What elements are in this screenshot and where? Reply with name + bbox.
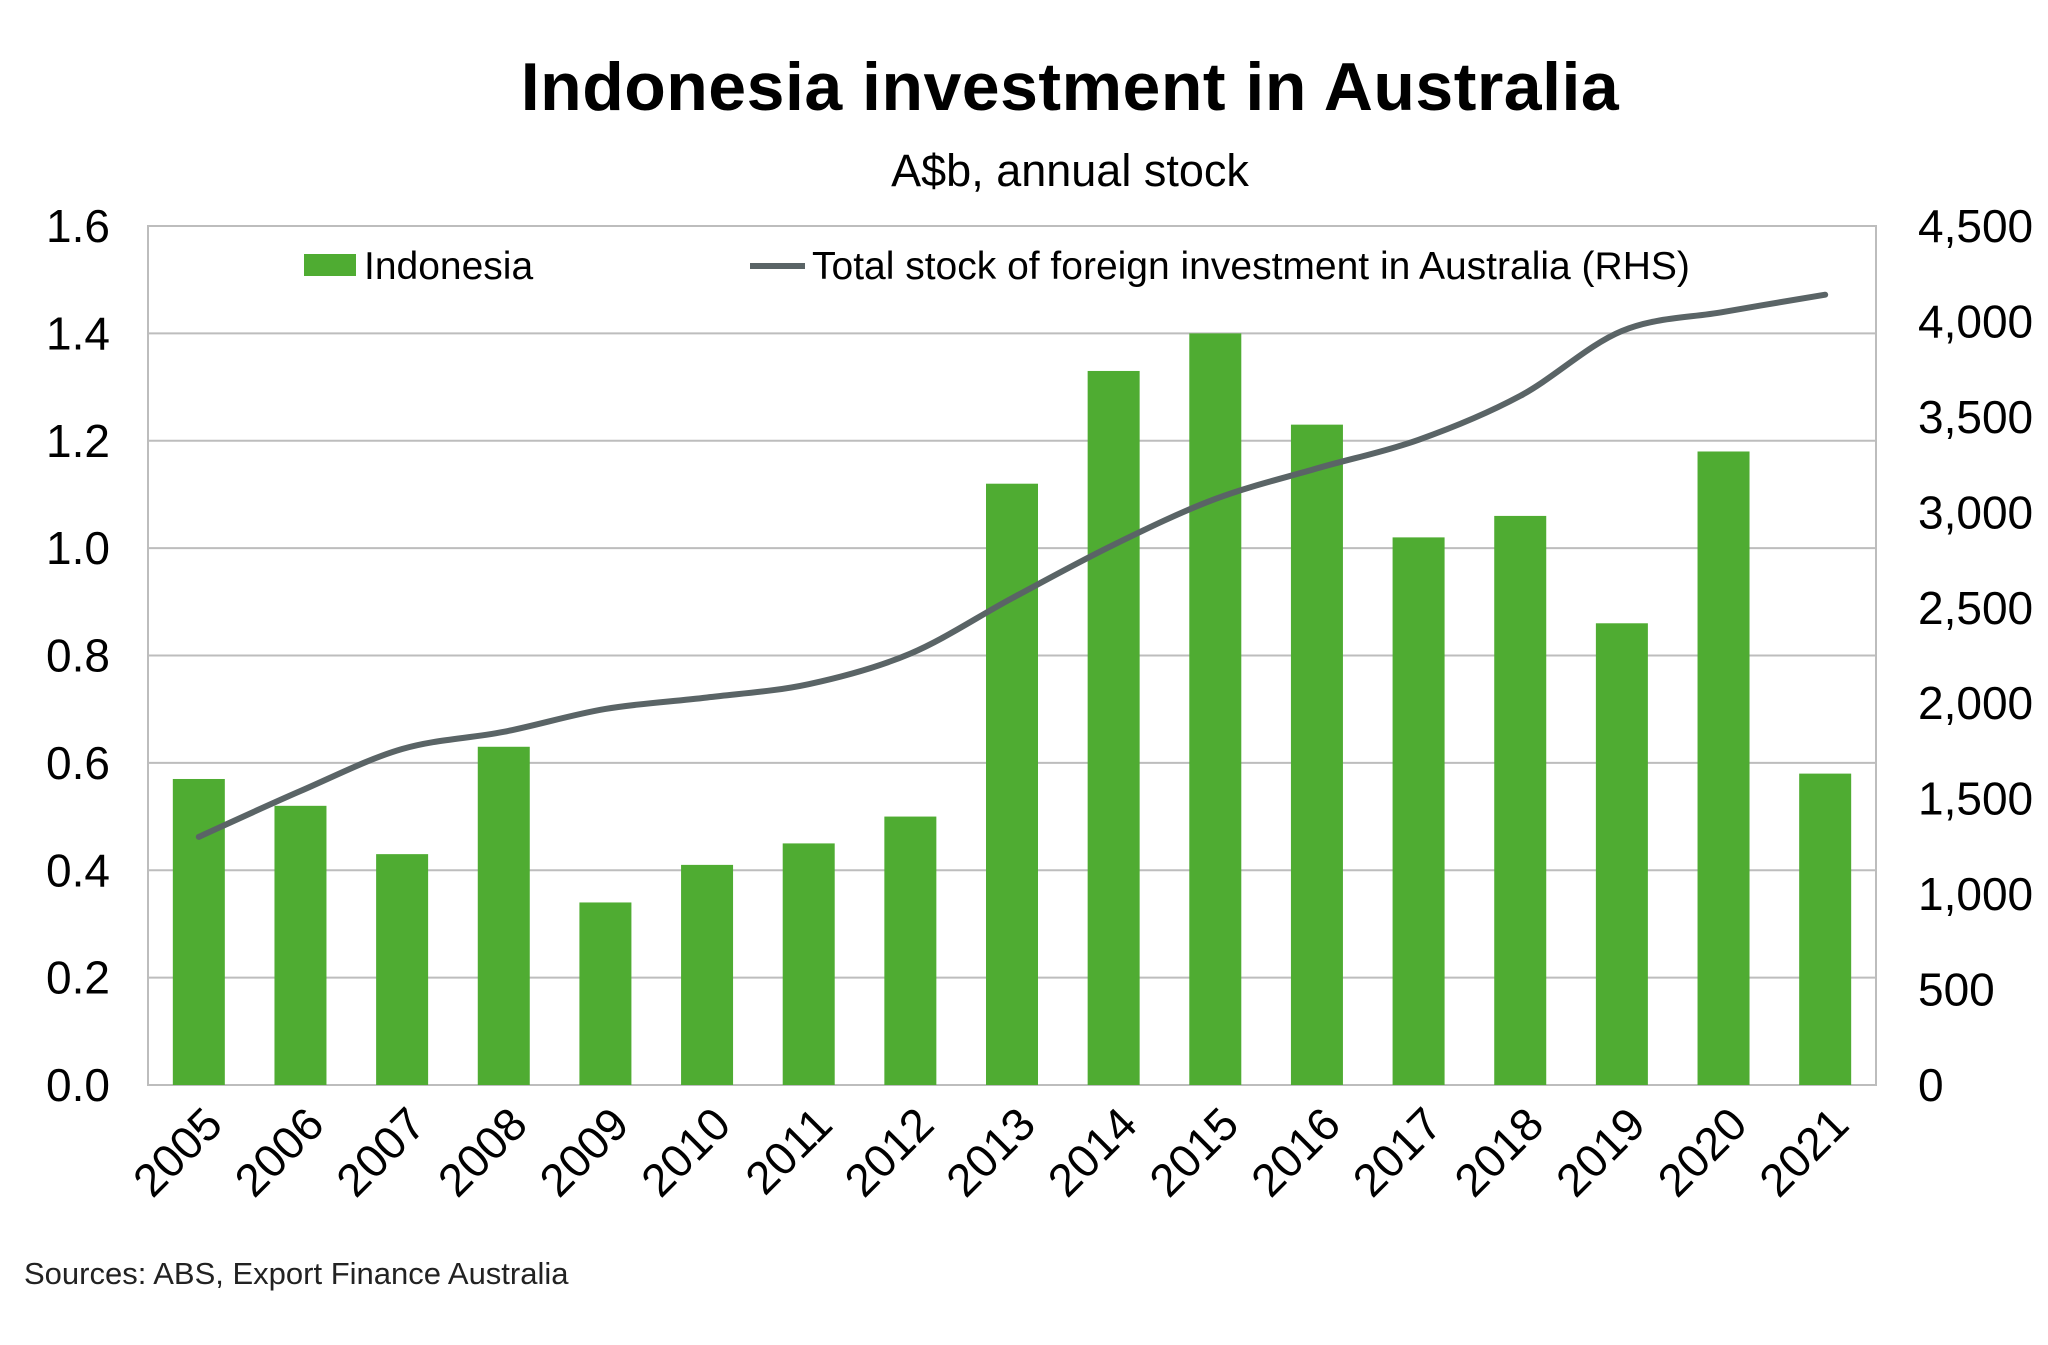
x-tick-label: 2019 [1546,1097,1655,1206]
legend-swatch-indonesia [304,254,356,276]
legend: Indonesia Total stock of foreign investm… [304,245,1690,288]
x-tick-label: 2016 [1241,1097,1350,1206]
bar-2013 [986,483,1038,1085]
right-tick-label: 3,500 [1918,391,2033,443]
x-tick-label: 2018 [1444,1097,1553,1206]
left-tick-label: 0.4 [46,844,110,896]
bar-2009 [579,902,632,1085]
x-tick-label: 2009 [529,1097,638,1206]
bar-2015 [1189,333,1242,1085]
chart-subtitle: A$b, annual stock [891,145,1249,196]
left-tick-label: 0.2 [46,952,110,1004]
left-tick-label: 0.8 [46,630,110,682]
bar-2007 [376,854,429,1085]
x-tick-label: 2015 [1139,1097,1248,1206]
left-tick-label: 1.6 [46,200,110,252]
x-tick-label: 2010 [631,1097,740,1206]
legend-label-indonesia: Indonesia [364,245,533,288]
bar-2010 [681,864,734,1085]
chart-title: Indonesia investment in Australia [520,49,1620,125]
x-tick-label: 2011 [735,1097,842,1204]
bar-2008 [477,746,530,1085]
bar-2018 [1494,515,1547,1085]
left-tick-label: 1.4 [46,307,110,359]
x-tick-label: 2014 [1038,1097,1147,1206]
x-tick-label: 2021 [1749,1097,1858,1206]
x-tick-label: 2007 [326,1097,435,1206]
right-tick-label: 1,000 [1918,868,2033,920]
source-note: Sources: ABS, Export Finance Australia [24,1256,569,1291]
x-axis-ticks: 2005200620072008200920102011201220132014… [123,1097,1858,1206]
x-tick-label: 2005 [123,1097,232,1206]
bar-2014 [1087,370,1140,1085]
bar-2016 [1290,424,1343,1085]
bar-2020 [1697,451,1750,1085]
right-tick-label: 4,500 [1918,200,2033,252]
line-series [195,291,1829,840]
left-tick-label: 1.2 [46,415,110,467]
right-tick-label: 3,000 [1918,486,2033,538]
left-tick-label: 1.0 [46,522,110,574]
legend-label-total-stock: Total stock of foreign investment in Aus… [812,245,1690,288]
right-tick-label: 1,500 [1918,773,2033,825]
x-tick-label: 2020 [1647,1097,1756,1206]
bar-series [172,333,1852,1085]
bar-2012 [884,816,937,1085]
right-tick-label: 0 [1918,1059,1944,1111]
right-tick-label: 2,000 [1918,677,2033,729]
left-axis-ticks: 0.0 0.2 0.4 0.6 0.8 1.0 1.2 1.4 1.6 [46,200,110,1111]
bar-2019 [1595,623,1648,1085]
x-tick-label: 2017 [1343,1097,1452,1206]
bar-2011 [782,843,835,1085]
right-tick-label: 2,500 [1918,582,2033,634]
right-tick-label: 4,000 [1918,295,2033,347]
x-tick-label: 2013 [936,1097,1045,1206]
bar-2021 [1799,773,1852,1085]
bar-2005 [172,778,225,1085]
x-tick-label: 2008 [428,1097,537,1206]
left-tick-label: 0.0 [46,1059,110,1111]
x-tick-label: 2006 [224,1097,333,1206]
right-tick-label: 500 [1918,964,1995,1016]
left-tick-label: 0.6 [46,737,110,789]
bar-2006 [274,805,327,1085]
x-tick-label: 2012 [834,1097,943,1206]
right-axis-ticks: 0 500 1,000 1,500 2,000 2,500 3,000 3,500 4,000 4… [1918,200,2033,1111]
bar-2017 [1392,537,1445,1085]
